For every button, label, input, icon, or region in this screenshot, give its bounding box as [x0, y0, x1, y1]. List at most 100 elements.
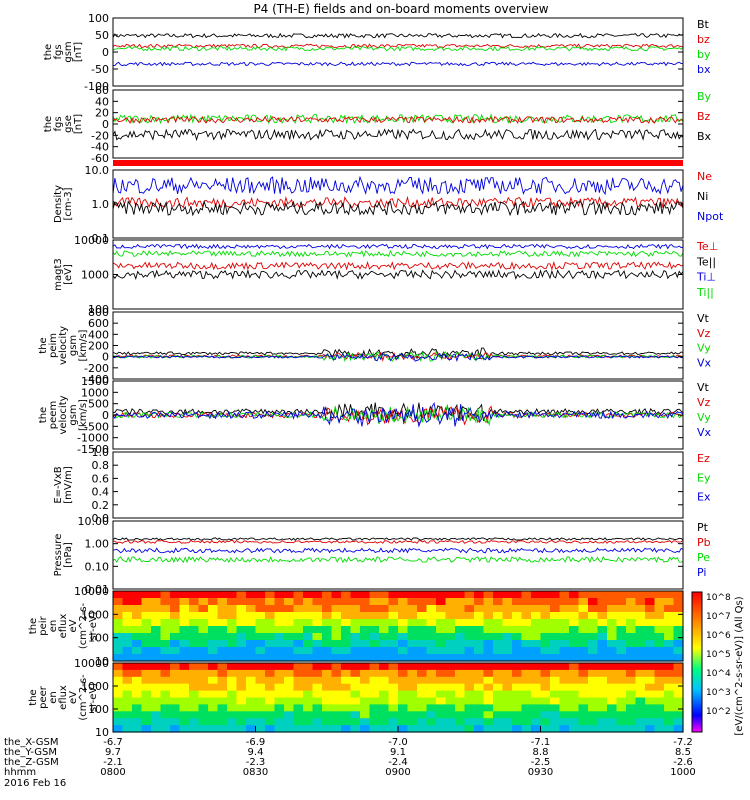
- legend-Pb: Pb: [697, 536, 711, 549]
- spectrogram-cell: [255, 704, 266, 712]
- spectrogram-cell: [388, 704, 399, 712]
- spectrogram-cell: [122, 640, 133, 648]
- spectrogram-cell: [217, 669, 228, 678]
- spectrogram-cell: [151, 619, 162, 627]
- spectrogram-cell: [417, 598, 428, 606]
- spectrogram-cell: [198, 663, 209, 671]
- spectrogram-cell: [331, 704, 342, 712]
- spectrogram-cell: [559, 725, 570, 733]
- spectrogram-cell: [265, 676, 276, 685]
- spectrogram-cell: [170, 640, 181, 648]
- spectrogram-cell: [512, 598, 523, 606]
- spectrogram-cell: [417, 612, 428, 620]
- spectrogram-cell: [626, 647, 637, 655]
- xaxis-row-value: 9.1: [390, 747, 406, 758]
- spectrogram-cell: [559, 711, 570, 719]
- spectrogram-cell: [426, 591, 437, 599]
- series-Vz-line: [112, 405, 684, 426]
- spectrogram-cell: [236, 633, 247, 641]
- spectrogram-cell: [246, 704, 257, 712]
- spectrogram-cell: [512, 711, 523, 719]
- spectrogram-cell: [502, 697, 513, 705]
- spectrogram-cell: [464, 591, 475, 599]
- spectrogram-cell: [208, 669, 219, 678]
- spectrogram-cell: [540, 697, 551, 705]
- ytick-label: 1000: [81, 386, 109, 399]
- series-Te||-line: [112, 268, 684, 281]
- spectrogram-cell: [379, 605, 390, 613]
- spectrogram-cell: [379, 718, 390, 726]
- spectrogram-cell: [464, 663, 475, 671]
- spectrogram-cell: [369, 640, 380, 648]
- spectrogram-cell: [540, 612, 551, 620]
- spectrogram-cell: [198, 683, 209, 692]
- spectrogram-cell: [179, 591, 190, 599]
- spectrogram-cell: [635, 683, 646, 692]
- spectrogram-cell: [464, 633, 475, 641]
- spectrogram-cell: [483, 711, 494, 719]
- spectrogram-cell: [284, 669, 295, 678]
- spectrogram-cell: [265, 591, 276, 599]
- spectrogram-cell: [436, 663, 447, 671]
- spectrogram-cell: [388, 683, 399, 692]
- spectrogram-cell: [369, 612, 380, 620]
- spectrogram-cell: [265, 605, 276, 613]
- xaxis-row-value: -7.2: [673, 737, 693, 748]
- series-bx-line: [112, 61, 684, 67]
- spectrogram-cell: [455, 669, 466, 678]
- spectrogram-cell: [521, 711, 532, 719]
- spectrogram-cell: [293, 633, 304, 641]
- legend-Ey: Ey: [697, 471, 711, 484]
- spectrogram-cell: [645, 704, 656, 712]
- xaxis-row-value: 9.7: [105, 747, 121, 758]
- spectrogram-cell: [540, 725, 551, 733]
- spectrogram-cell: [151, 647, 162, 655]
- spectrogram-cell: [160, 725, 171, 733]
- spectrogram-cell: [673, 669, 684, 678]
- ytick-label: 60: [95, 84, 109, 97]
- spectrogram-cell: [141, 605, 152, 613]
- spectrogram-cell: [312, 605, 323, 613]
- spectrogram-cell: [512, 626, 523, 634]
- spectrogram-cell: [208, 640, 219, 648]
- spectrogram-cell: [445, 654, 456, 662]
- spectrogram-cell: [578, 633, 589, 641]
- spectrogram-cell: [455, 633, 466, 641]
- spectrogram-cell: [407, 612, 418, 620]
- spectrogram-cell: [398, 619, 409, 627]
- series-Vt-line: [112, 347, 684, 360]
- spectrogram-cell: [113, 704, 124, 712]
- spectrogram-cell: [531, 669, 542, 678]
- spectrogram-cell: [588, 619, 599, 627]
- spectrogram-cell: [274, 640, 285, 648]
- panel-fgs-gsm-mag: 100 50 0 -50 -100 the fgs gsm [nT] Bt bz by bx: [43, 12, 711, 93]
- series-Bt-line: [112, 32, 684, 39]
- ylabel-line: velocity: [58, 395, 69, 434]
- spectrogram-cell: [217, 626, 228, 634]
- series-bz-line: [112, 43, 684, 49]
- ylabel: the peem velocity gsm [km/s]: [38, 395, 89, 434]
- spectrogram-cell: [483, 626, 494, 634]
- spectrogram-cell: [369, 633, 380, 641]
- spectrogram-cell: [455, 683, 466, 692]
- spectrogram-cell: [559, 647, 570, 655]
- spectrogram-cell: [512, 633, 523, 641]
- spectrogram-cell: [521, 598, 532, 606]
- spectrogram-cell: [578, 626, 589, 634]
- ylabel-line: peir: [38, 615, 49, 635]
- spectrogram-cell: [141, 683, 152, 692]
- panel-mode-bar: [113, 160, 683, 166]
- spectrogram-cell: [483, 683, 494, 692]
- spectrogram-cell: [426, 654, 437, 662]
- spectrogram-cell: [151, 640, 162, 648]
- spectrogram-cell: [616, 591, 627, 599]
- legend-Bz: Bz: [697, 110, 711, 123]
- spectrogram-cell: [113, 598, 124, 606]
- spectrogram-cell: [493, 591, 504, 599]
- spectrogram-cell: [322, 619, 333, 627]
- spectrogram-cell: [274, 663, 285, 671]
- spectrogram-cell: [597, 605, 608, 613]
- spectrogram-cell: [673, 633, 684, 641]
- spectrogram-cell: [236, 676, 247, 685]
- spectrogram-cell: [417, 605, 428, 613]
